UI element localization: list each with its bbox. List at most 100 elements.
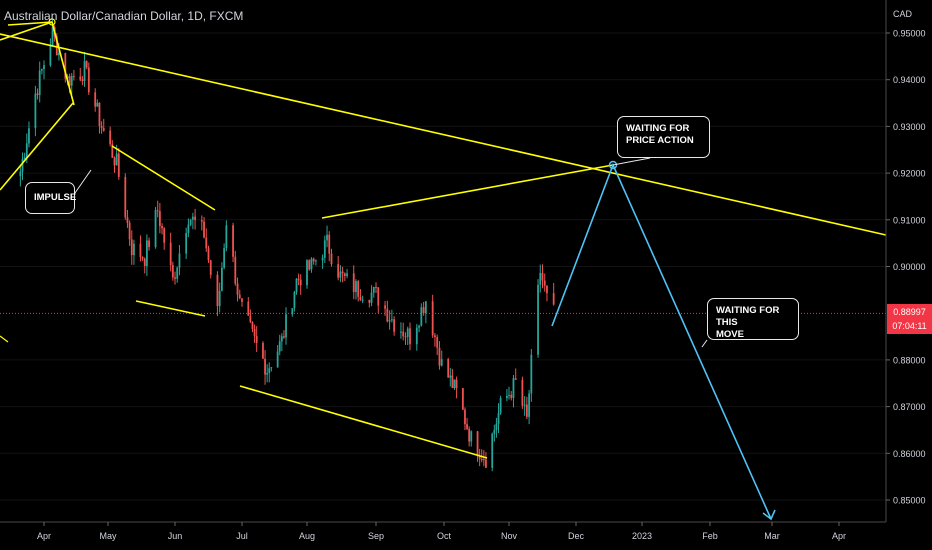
- chart-title: Australian Dollar/Canadian Dollar, 1D, F…: [4, 9, 244, 23]
- candle-body: [185, 233, 188, 254]
- candle-body: [514, 378, 517, 380]
- callout-pointer: [701, 339, 708, 348]
- candle-body: [482, 459, 485, 461]
- top-wedge-left-line: [0, 21, 53, 41]
- channel-upper-line: [321, 164, 614, 219]
- price-tick-label: 0.90000: [893, 262, 926, 272]
- candle-body: [409, 328, 411, 345]
- candle-body: [130, 239, 133, 256]
- candle-body: [530, 354, 533, 394]
- candle-body: [321, 257, 324, 261]
- candle-body: [25, 143, 28, 158]
- candle-body: [68, 76, 71, 86]
- candle-body: [323, 240, 326, 258]
- candle-body: [178, 253, 181, 268]
- candle-body: [161, 226, 163, 229]
- candle-body: [476, 431, 479, 457]
- candle-body: [293, 292, 296, 309]
- candle-body: [330, 253, 333, 265]
- candle-body: [440, 359, 443, 366]
- candle-body: [537, 284, 539, 355]
- candle-body: [113, 157, 116, 166]
- candle-body: [352, 273, 355, 293]
- time-tick-label: Apr: [37, 531, 51, 541]
- candle-body: [539, 272, 542, 285]
- price-tick-label: 0.95000: [893, 29, 926, 39]
- candle-body: [81, 79, 84, 81]
- candle-body: [299, 279, 302, 286]
- candle-body: [415, 327, 418, 345]
- callout-line-2: PRICE ACTION: [626, 135, 694, 146]
- candle-body: [546, 285, 548, 294]
- candle-body: [355, 281, 357, 293]
- candle-body: [404, 336, 407, 338]
- bar-countdown: 07:04:11: [892, 321, 927, 331]
- candle-body: [495, 423, 498, 430]
- candle-body: [232, 225, 234, 257]
- candle-body: [109, 130, 112, 145]
- candle-body: [449, 375, 452, 378]
- candle-body: [422, 307, 425, 314]
- candle-body: [64, 53, 67, 79]
- candle-body: [158, 211, 161, 227]
- candle-body: [200, 220, 203, 222]
- triangle-lower-line: [135, 300, 206, 317]
- price-axis[interactable]: 0.95000 0.94000 0.93000 0.92000 0.91000 0.900…: [886, 29, 926, 506]
- waiting-price-action-callout: WAITING FOR PRICE ACTION: [617, 116, 710, 158]
- candle-body: [209, 260, 212, 275]
- candle-body: [96, 102, 99, 107]
- candle-body: [370, 292, 373, 303]
- candle-body: [189, 219, 192, 225]
- candle-body: [326, 234, 328, 241]
- candle-body: [58, 53, 60, 56]
- candle-body: [49, 45, 52, 66]
- candle-body: [438, 347, 441, 366]
- candle-body: [43, 65, 45, 70]
- candle-body: [51, 27, 54, 46]
- waiting-move-callout: WAITING FOR THIS MOVE: [707, 298, 799, 340]
- candle-body: [310, 258, 313, 270]
- candle-body: [34, 93, 37, 129]
- candle-body: [115, 153, 118, 166]
- candle-body: [402, 331, 405, 337]
- candle-body: [171, 265, 174, 278]
- candle-body: [434, 335, 436, 338]
- candle-body: [236, 283, 239, 295]
- candle-body: [552, 293, 555, 305]
- candle-body: [163, 228, 166, 243]
- candle-body: [191, 216, 194, 220]
- time-axis[interactable]: Apr May Jun Jul Aug Sep Oct Nov Dec 2023 Feb Mar Apr: [37, 522, 846, 541]
- candle-body: [295, 278, 298, 293]
- candlestick-series: [19, 20, 555, 472]
- candle-body: [38, 70, 41, 95]
- candle-body: [218, 290, 221, 307]
- candle-body: [249, 315, 252, 323]
- candle-body: [36, 93, 39, 95]
- candle-body: [361, 299, 364, 301]
- candle-body: [468, 428, 471, 442]
- candle-body: [337, 264, 340, 278]
- candle-body: [146, 240, 148, 266]
- candle-body: [478, 456, 481, 460]
- impulse-channel-line: [0, 102, 74, 191]
- time-tick-label: Jul: [236, 531, 248, 541]
- candle-body: [117, 153, 120, 177]
- candle-body: [388, 320, 391, 322]
- candle-body: [386, 308, 389, 322]
- candle-body: [55, 36, 58, 56]
- candle-body: [343, 273, 346, 276]
- candle-body: [139, 243, 142, 258]
- candle-body: [359, 296, 362, 301]
- candle-body: [375, 286, 377, 288]
- grid-lines: [0, 32, 886, 501]
- candle-body: [100, 125, 103, 129]
- candle-body: [176, 267, 179, 279]
- candle-body: [312, 258, 315, 262]
- candle-body: [154, 210, 157, 248]
- candle-body: [506, 396, 508, 399]
- candle-body: [70, 76, 73, 86]
- candle-body: [499, 398, 502, 414]
- candle-body: [251, 322, 254, 329]
